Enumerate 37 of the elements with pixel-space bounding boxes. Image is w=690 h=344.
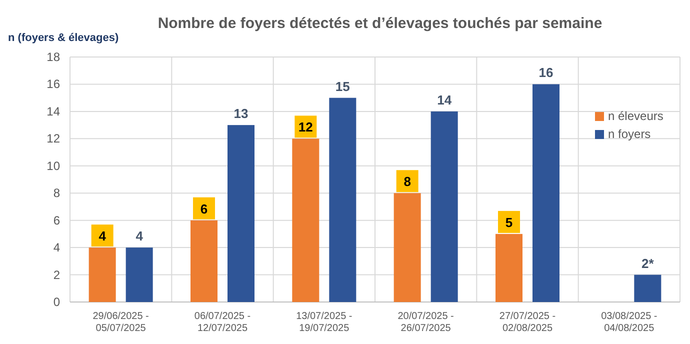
data-label: 5 (505, 214, 513, 230)
x-tick-label: 13/07/2025 - 19/07/2025 (296, 311, 352, 334)
y-axis-title: n (foyers & élevages) (8, 32, 119, 44)
y-tick-label: 0 (53, 295, 60, 309)
x-tick-label: 20/07/2025 - 26/07/2025 (398, 311, 454, 334)
data-label: 2* (642, 256, 655, 271)
y-tick-label: 8 (53, 186, 60, 200)
y-tick-label: 2 (53, 268, 60, 282)
data-label: 4 (136, 228, 144, 244)
x-tick-label: 06/07/2025 - 12/07/2025 (194, 311, 251, 334)
bar (532, 84, 560, 302)
data-label: 8 (404, 174, 411, 190)
legend-label: n éleveurs (608, 109, 664, 123)
bar (126, 248, 153, 302)
data-label: 6 (200, 201, 208, 216)
data-label: 4 (98, 228, 107, 244)
bar (634, 274, 662, 302)
bar (228, 125, 254, 302)
data-label: 16 (538, 65, 554, 80)
bar (430, 111, 458, 302)
chart-title: Nombre de foyers détectés et d’élevages touchés par semaine (158, 15, 602, 32)
data-label: 14 (437, 92, 452, 108)
x-tick-label: 03/08/2025 - 04/08/2025 (601, 311, 658, 334)
x-tick-label: 29/06/2025 - 05/07/2025 (92, 311, 149, 334)
legend-label: n foyers (608, 127, 651, 141)
data-label: 15 (335, 78, 350, 94)
y-tick-label: 18 (46, 50, 60, 64)
y-tick-label: 12 (46, 132, 60, 146)
y-tick-label: 4 (53, 240, 60, 255)
x-tick-label: 27/07/2025 - 02/08/2025 (499, 311, 556, 334)
data-label: 12 (298, 120, 313, 135)
y-tick-label: 6 (53, 213, 60, 228)
y-tick-label: 14 (46, 104, 60, 118)
y-tick-label: 16 (46, 77, 60, 92)
y-tick-label: 10 (46, 158, 60, 173)
data-label: 13 (234, 106, 248, 122)
bar (329, 98, 356, 302)
